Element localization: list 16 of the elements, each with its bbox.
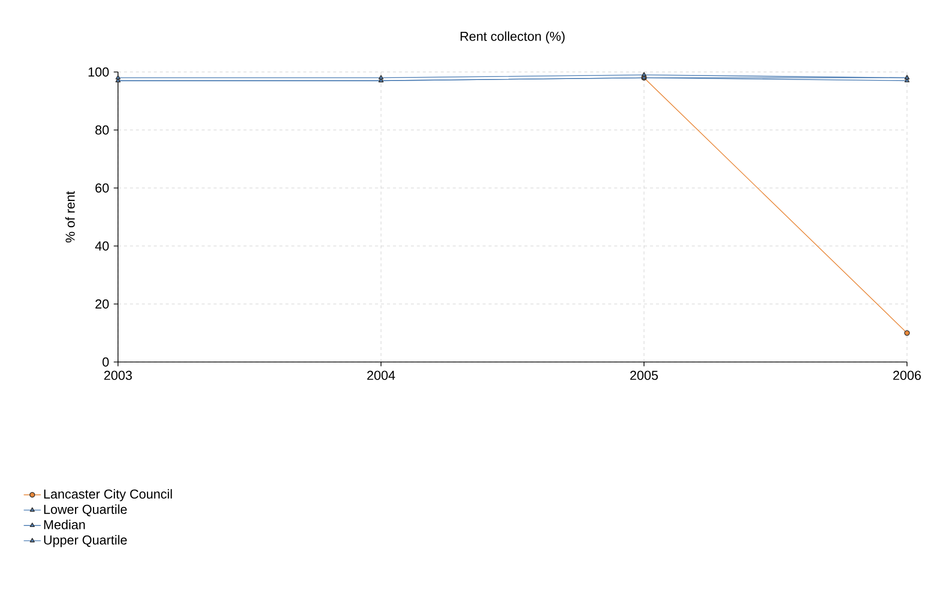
y-tick-label: 60 <box>95 183 109 193</box>
y-axis-title: % of rent <box>65 191 75 242</box>
chart-title: Rent collecton (%) <box>460 31 565 44</box>
x-tick-label: 2006 <box>893 370 921 380</box>
legend-label: Median <box>44 520 85 530</box>
x-tick-label: 2003 <box>104 370 132 380</box>
y-tick-label: 100 <box>88 67 109 77</box>
y-tick-label: 0 <box>102 357 109 367</box>
y-tick-label: 20 <box>95 299 109 309</box>
x-tick-label: 2005 <box>630 370 658 380</box>
x-tick-label: 2004 <box>367 370 396 380</box>
legend-label: Lower Quartile <box>44 504 127 516</box>
legend-label: Upper Quartile <box>44 535 127 548</box>
y-tick-label: 80 <box>95 125 109 135</box>
y-tick-label: 40 <box>95 241 109 251</box>
legend-label: Lancaster City Council <box>44 489 172 502</box>
